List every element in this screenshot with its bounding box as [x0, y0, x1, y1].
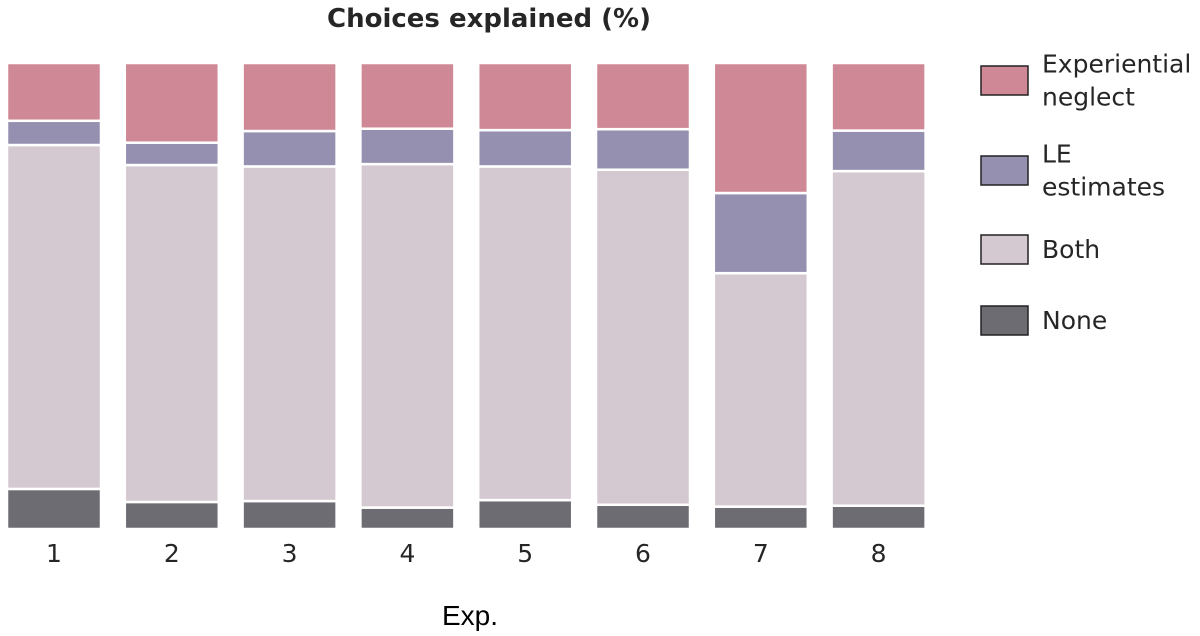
x-axis-label: Exp.: [442, 600, 498, 631]
x-tick-label: 8: [871, 539, 887, 568]
bar-segment-none-exp-2: [123, 500, 221, 531]
legend-swatch-experiential-neglect: [980, 65, 1029, 96]
bar-segment-experiential-neglect-exp-7: [712, 61, 810, 195]
bar-segment-none-exp-3: [241, 499, 338, 531]
x-tick-label: 5: [517, 539, 533, 568]
x-tick-label: 6: [635, 539, 651, 568]
x-tick-labels: 1 2 3 4 5 6 7 8: [46, 539, 887, 568]
bar-segment-le-estimates-exp-2: [123, 141, 221, 167]
bar-segment-experiential-neglect-exp-2: [123, 61, 221, 144]
bar-segment-le-estimates-exp-1: [5, 119, 103, 147]
legend-swatch-both: [980, 234, 1029, 265]
legend-label-experiential-neglect: Experiential neglect: [1042, 50, 1191, 112]
bar-segment-both-exp-1: [5, 143, 103, 491]
legend-swatch-le-estimates: [980, 155, 1029, 186]
bar-segment-le-estimates-exp-8: [830, 129, 927, 173]
bar-segment-none-exp-7: [712, 505, 810, 531]
bar-segment-le-estimates-exp-5: [476, 128, 574, 168]
x-tick-label: 2: [164, 539, 180, 568]
bar-segment-experiential-neglect-exp-5: [476, 61, 574, 132]
bar-segment-experiential-neglect-exp-8: [830, 61, 927, 132]
bar-segment-both-exp-3: [241, 165, 338, 503]
x-tick-label: 4: [399, 539, 415, 568]
bar-segment-both-exp-2: [123, 163, 221, 504]
legend-swatch-none: [980, 305, 1029, 336]
bar-segment-le-estimates-exp-7: [712, 191, 810, 275]
chart-title: Choices explained (%): [327, 4, 651, 34]
legend: Experiential neglect LE estimates Both None: [980, 50, 1191, 336]
bar-segment-none-exp-8: [830, 504, 927, 531]
x-tick-label: 1: [46, 539, 62, 568]
bars-group: [5, 61, 927, 531]
bar-segment-experiential-neglect-exp-4: [359, 61, 456, 130]
bar-segment-both-exp-7: [712, 271, 810, 508]
bar-segment-experiential-neglect-exp-1: [5, 61, 103, 123]
bar-segment-experiential-neglect-exp-3: [241, 61, 338, 133]
bar-segment-experiential-neglect-exp-6: [594, 61, 692, 131]
legend-label-le-estimates: LE estimates: [1042, 140, 1165, 202]
legend-label-both: Both: [1042, 235, 1100, 264]
bar-segment-both-exp-4: [359, 162, 456, 509]
bar-segment-none-exp-5: [476, 498, 574, 531]
bar-segment-le-estimates-exp-6: [594, 127, 692, 171]
bar-segment-both-exp-8: [830, 169, 927, 507]
bar-segment-le-estimates-exp-3: [241, 129, 338, 168]
legend-label-none: None: [1042, 306, 1107, 335]
bar-segment-both-exp-6: [594, 168, 692, 507]
x-tick-label: 3: [282, 539, 298, 568]
bar-segment-none-exp-1: [5, 487, 103, 531]
bar-segment-none-exp-4: [359, 506, 456, 531]
x-tick-label: 7: [753, 539, 769, 568]
bar-segment-none-exp-6: [594, 503, 692, 531]
bar-segment-both-exp-5: [476, 165, 574, 502]
bar-segment-le-estimates-exp-4: [359, 127, 456, 166]
